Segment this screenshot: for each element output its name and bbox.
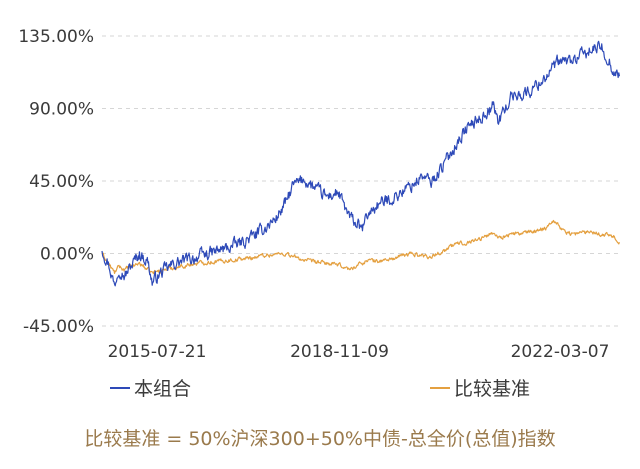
y-axis-ticks: 135.00% 90.00% 45.00% 0.00% -45.00% [18,27,94,337]
x-tick-label: 2018-11-09 [290,342,389,362]
series-line-portfolio [101,40,621,287]
y-tick-label: 135.00% [18,27,94,47]
grid-lines [102,35,620,327]
x-tick-label: 2015-07-21 [108,342,207,362]
y-tick-label: 0.00% [40,245,94,265]
y-tick-label: 90.00% [29,100,94,120]
legend-label-portfolio: 本组合 [134,378,192,400]
legend-item-benchmark[interactable]: 比较基准 [430,374,530,401]
y-tick-label: -45.00% [23,317,94,337]
x-tick-label: 2022-03-07 [511,342,610,362]
legend-label-benchmark: 比较基准 [454,378,531,400]
series-lines [101,40,621,287]
benchmark-footnote: 比较基准 = 50%沪深300+50%中债-总全价(总值)指数 [84,428,556,450]
series-line-benchmark [101,219,621,275]
legend-item-portfolio[interactable]: 本组合 [110,374,191,401]
legend-swatch-portfolio [110,386,130,389]
legend-swatch-benchmark [430,386,450,389]
x-axis-ticks: 2015-07-21 2018-11-09 2022-03-07 [108,342,610,362]
y-tick-label: 45.00% [29,172,94,192]
